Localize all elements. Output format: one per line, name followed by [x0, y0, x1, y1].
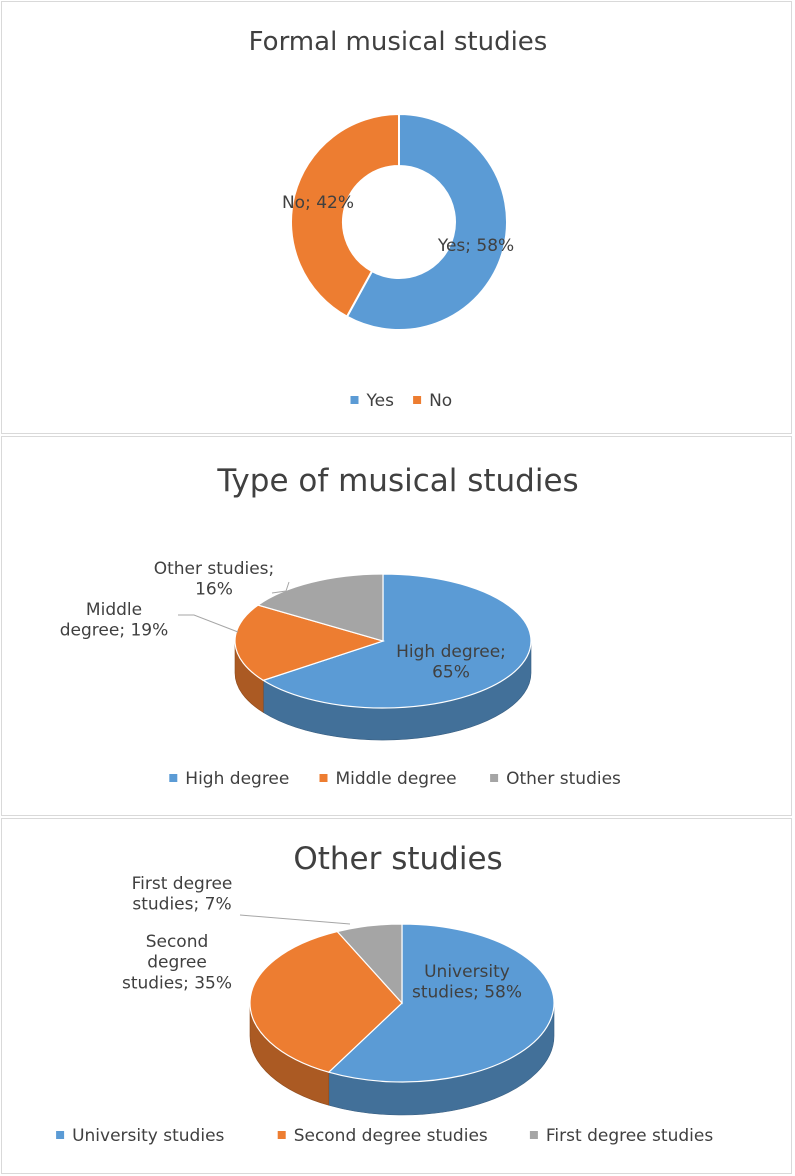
data-label-line: High degree; — [396, 642, 506, 662]
doughnut-slice — [290, 112, 400, 319]
data-labels: University studies; 58%Second degree studie… — [122, 874, 522, 1003]
pie-chart-3d: Type of musical studies High degree; 65% M… — [60, 463, 621, 789]
chart-title: Formal musical studies — [249, 27, 548, 57]
data-label-line: First degree — [132, 874, 233, 894]
data-label: Middle degree; 19% — [60, 600, 169, 641]
legend-label: University studies — [72, 1126, 224, 1146]
leader-line — [178, 614, 239, 633]
chart-panel-formal-musical-studies: Formal musical studies Yes; 58% No; 42% Y… — [1, 1, 792, 434]
data-label-line: degree; 19% — [60, 621, 169, 641]
leader-line — [239, 914, 351, 925]
data-labels: Yes; 58% No; 42% — [282, 193, 514, 256]
leader-line — [271, 581, 290, 594]
legend-swatch — [490, 774, 499, 782]
legend-item: First degree studies — [529, 1126, 713, 1146]
data-label: Yes; 58% — [437, 236, 514, 256]
data-label: Other studies; 16% — [154, 559, 275, 600]
data-label-line: Yes; 58% — [437, 236, 514, 256]
legend-swatch — [413, 396, 422, 404]
data-label-line: 16% — [195, 580, 233, 600]
pie-slice — [261, 573, 532, 709]
chart-marks — [234, 573, 532, 741]
legend-item: Second degree studies — [277, 1126, 488, 1146]
legend-item: Yes — [350, 391, 395, 411]
data-label: Second degree studies; 35% — [122, 932, 232, 993]
chart-marks — [249, 923, 555, 1116]
data-label-line: No; 42% — [282, 193, 354, 213]
data-label-line: Middle — [86, 600, 142, 620]
legend-label: Middle degree — [336, 769, 457, 789]
data-label: High degree; 65% — [396, 642, 506, 683]
legend-item: Middle degree — [319, 769, 457, 789]
legend-item: High degree — [169, 769, 289, 789]
chart-marks — [290, 112, 508, 331]
legend-item: Other studies — [490, 769, 621, 789]
pie-chart-3d: Other studies University studies; 58% Seco… — [56, 841, 713, 1146]
legend-label: Other studies — [506, 769, 621, 789]
legend-swatch — [529, 1131, 538, 1139]
doughnut-slice — [345, 112, 508, 331]
legend-label: First degree studies — [546, 1126, 713, 1146]
data-label-line: studies; 35% — [122, 973, 232, 993]
legend-swatch — [350, 396, 359, 404]
doughnut-chart: Formal musical studies Yes; 58% No; 42% Y… — [249, 27, 548, 411]
chart-panel-type-of-musical-studies: Type of musical studies High degree; 65% M… — [1, 436, 792, 816]
legend: Yes No — [350, 391, 452, 411]
legend-item: University studies — [56, 1126, 225, 1146]
legend-label: High degree — [185, 769, 289, 789]
legend-swatch — [169, 774, 178, 782]
legend-swatch — [56, 1131, 65, 1139]
data-label: No; 42% — [282, 193, 354, 213]
pie-slice — [249, 930, 403, 1073]
data-label-line: Second — [146, 932, 209, 952]
legend-label: Second degree studies — [294, 1126, 488, 1146]
data-label-line: degree — [147, 953, 207, 973]
legend-item: No — [413, 391, 452, 411]
legend: University studies Second degree studies F… — [56, 1126, 713, 1146]
data-label: University studies; 58% — [412, 962, 522, 1003]
legend-swatch — [319, 774, 328, 782]
data-label-line: studies; 58% — [412, 983, 522, 1003]
data-label-line: 65% — [432, 663, 470, 683]
legend: High degree Middle degree Other studies — [169, 769, 621, 789]
pie-slice — [234, 604, 386, 682]
data-label-line: Other studies; — [154, 559, 275, 579]
pie-slice — [327, 923, 555, 1083]
pie-slice — [336, 923, 403, 1005]
data-labels: High degree; 65%Middle degree; 19%Other st… — [60, 559, 506, 683]
legend-label: Yes — [366, 391, 395, 411]
data-label-line: University — [424, 962, 510, 982]
data-label-line: studies; 7% — [132, 895, 231, 915]
pie-slice — [256, 573, 384, 642]
data-label: First degree studies; 7% — [132, 874, 233, 915]
legend-swatch — [277, 1131, 286, 1139]
legend-label: No — [429, 391, 452, 411]
chart-title: Other studies — [293, 841, 502, 877]
chart-title: Type of musical studies — [216, 463, 578, 499]
chart-panel-other-studies: Other studies University studies; 58% Seco… — [1, 818, 792, 1174]
